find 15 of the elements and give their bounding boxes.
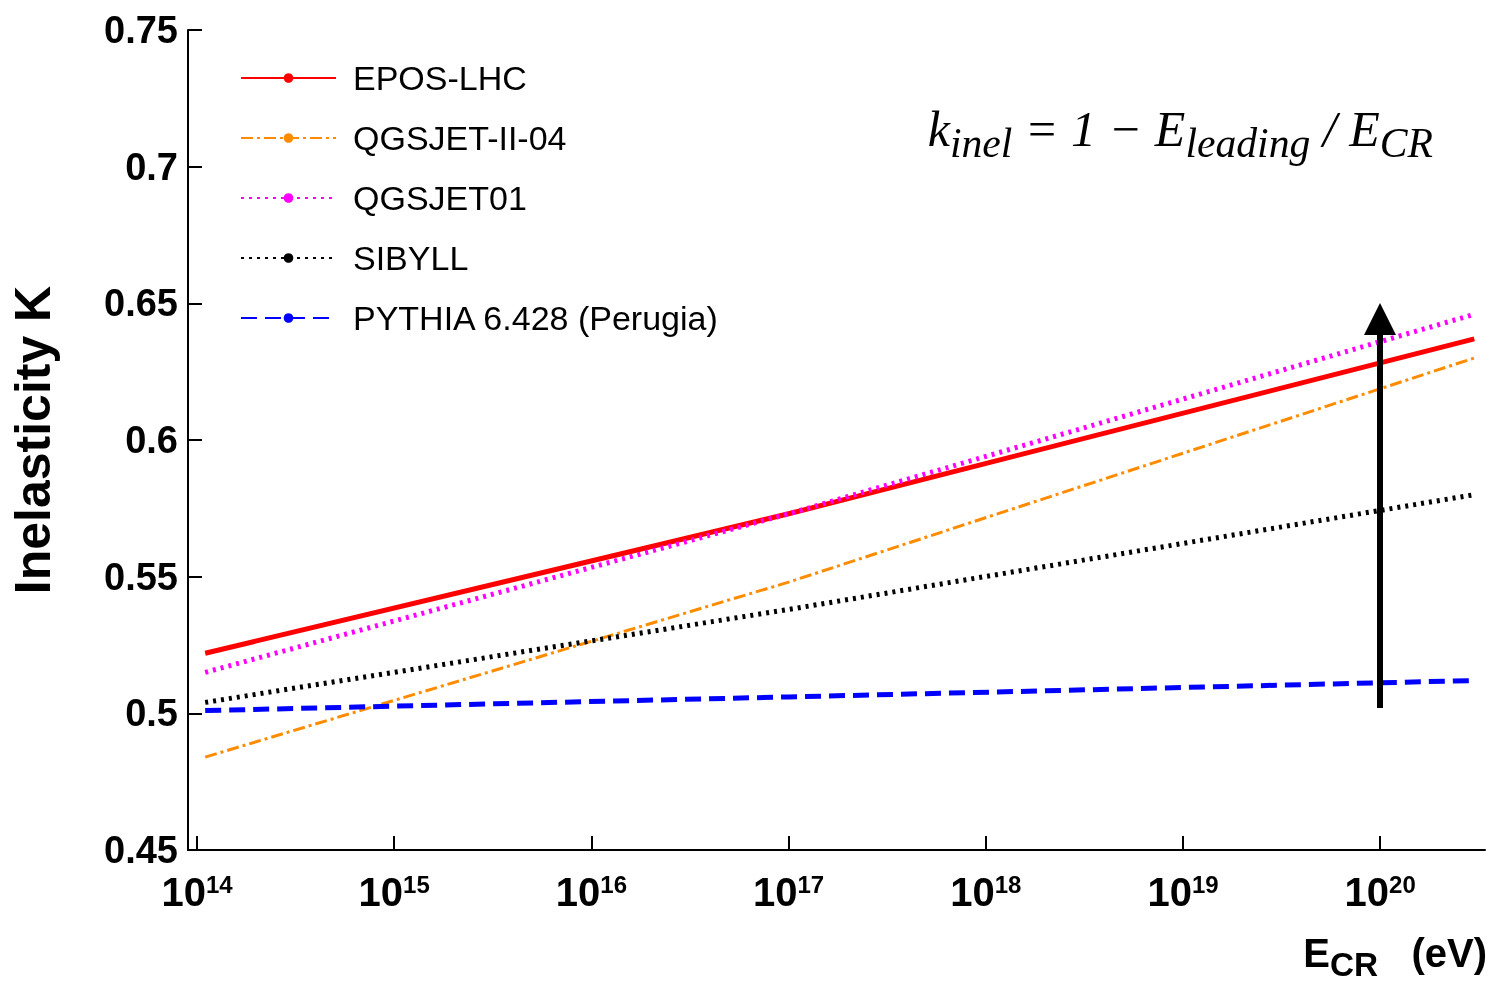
legend-label: EPOS-LHC — [353, 59, 527, 97]
y-axis-title: Inelasticity K — [5, 285, 61, 595]
legend-label: QGSJET-II-04 — [353, 119, 567, 157]
legend-label: QGSJET01 — [353, 179, 527, 217]
y-tick-label: 0.7 — [125, 145, 178, 188]
y-tick-label: 0.5 — [125, 692, 178, 735]
y-tick-label: 0.45 — [104, 829, 178, 871]
annotation: k$_{inel}$ = 1 − E$_{leading}$ / E$_{CR}$ — [927, 100, 1433, 167]
y-tick-label: 0.65 — [104, 282, 178, 325]
y-tick-label: 0.55 — [104, 555, 178, 598]
legend-label: SIBYLL — [353, 239, 469, 277]
legend-label: PYTHIA 6.428 (Perugia) — [353, 299, 718, 337]
y-tick-label: 0.75 — [104, 9, 178, 51]
x-axis-title: E$_{CR}$ (eV) — [1303, 931, 1487, 984]
y-tick-label: 0.6 — [125, 419, 178, 461]
